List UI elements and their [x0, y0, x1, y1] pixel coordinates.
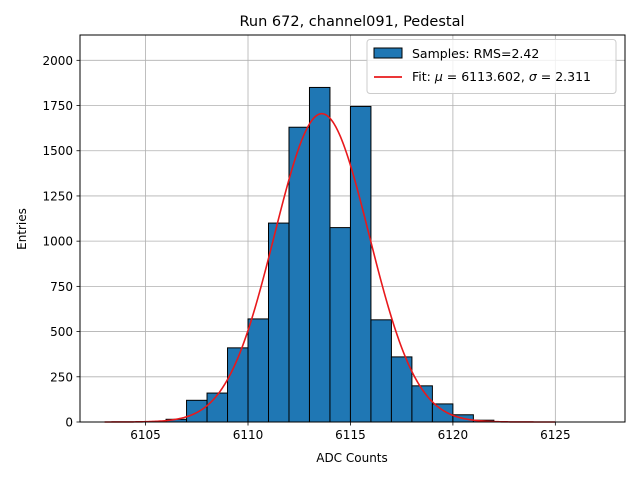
x-tick-label: 6125 — [540, 428, 571, 442]
legend: Samples: RMS=2.42 Fit: μ = 6113.602, σ =… — [366, 39, 617, 94]
legend-samples-label: Samples: RMS=2.42 — [412, 46, 539, 61]
legend-box — [366, 39, 617, 94]
histogram-bar — [247, 318, 269, 423]
histogram-bar — [329, 227, 351, 423]
y-tick-label: 1000 — [42, 235, 73, 249]
axes-frame — [79, 34, 626, 423]
legend-fit-mu-value: 6113.602 — [461, 69, 521, 84]
y-tick-label: 2000 — [42, 54, 73, 68]
histogram-bars — [165, 86, 495, 423]
y-tick-label: 1250 — [42, 189, 73, 203]
y-axis-label: Entries — [15, 208, 29, 250]
x-tick-label: 6105 — [130, 428, 161, 442]
y-tick-label: 1750 — [42, 99, 73, 113]
y-tick-label: 750 — [50, 280, 73, 294]
y-tick-label: 0 — [65, 416, 73, 430]
histogram-bar — [431, 403, 454, 423]
y-tick-label: 250 — [50, 370, 73, 384]
histogram-bar — [411, 385, 433, 423]
histogram-bar — [349, 105, 372, 423]
legend-samples-patch — [373, 47, 403, 59]
legend-fit-label: Fit: μ = 6113.602, σ = 2.311 — [412, 69, 591, 84]
x-axis-ticks: 6105 6110 6115 6120 6125 — [130, 422, 571, 442]
legend-fit-prefix: Fit: — [412, 69, 435, 84]
y-tick-label: 1500 — [42, 144, 73, 158]
histogram-bar — [308, 86, 331, 423]
x-tick-label: 6120 — [438, 428, 469, 442]
chart-title: Run 672, channel091, Pedestal — [239, 14, 464, 30]
legend-fit-mu-symbol: μ — [434, 69, 443, 84]
x-tick-label: 6110 — [233, 428, 264, 442]
legend-fit-sigma-symbol: σ — [529, 69, 538, 84]
y-tick-label: 500 — [50, 325, 73, 339]
histogram-bar — [186, 399, 208, 423]
legend-fit-sigma-value: 2.311 — [555, 69, 591, 84]
histogram-bar — [267, 222, 290, 423]
histogram-bar — [370, 319, 392, 423]
histogram-bar — [206, 392, 229, 423]
fit-curve — [104, 112, 556, 423]
x-axis-label: ADC Counts — [316, 451, 388, 465]
x-tick-label: 6115 — [335, 428, 366, 442]
y-axis-ticks: 0 250 500 750 1000 1250 1500 1750 2000 — [42, 54, 80, 430]
